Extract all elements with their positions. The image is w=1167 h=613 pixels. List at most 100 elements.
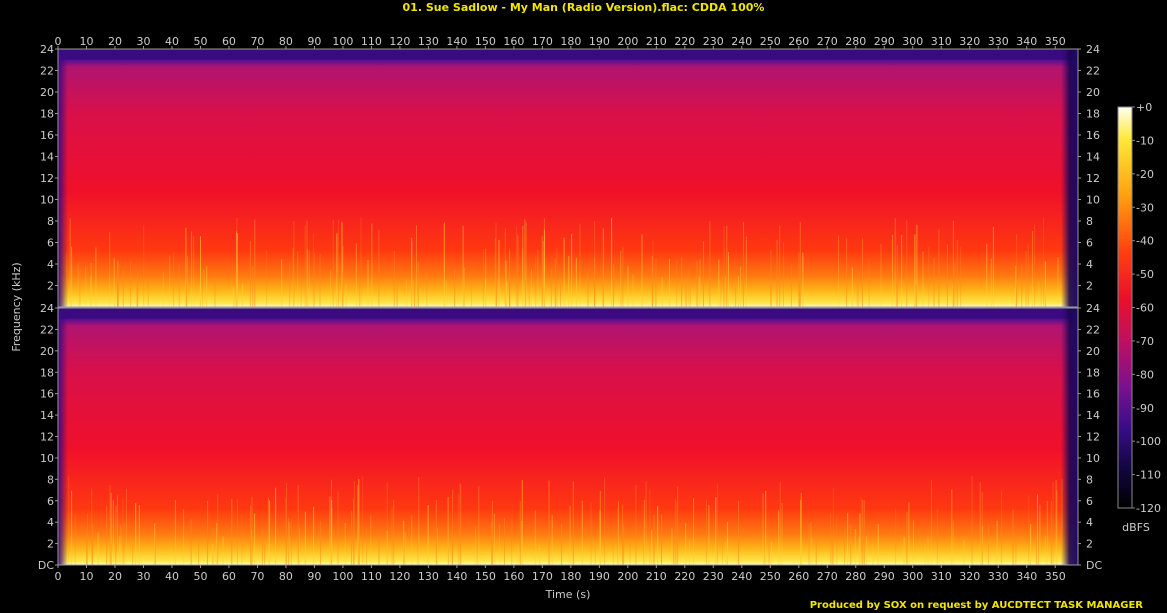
- colorbar-tick-label: -110: [1136, 469, 1161, 482]
- texture-streak: [183, 509, 185, 565]
- x-tick-label-top: 160: [503, 35, 524, 48]
- x-tick-label-top: 10: [79, 35, 93, 48]
- texture-streak: [191, 231, 193, 307]
- texture-streak: [329, 496, 331, 565]
- texture-streak: [651, 529, 653, 565]
- texture-streak: [611, 217, 613, 307]
- texture-streak: [447, 497, 449, 565]
- texture-streak: [521, 480, 523, 565]
- texture-streak: [960, 247, 962, 307]
- y-tick-label-right: 10: [1086, 452, 1100, 465]
- texture-streak: [830, 513, 831, 565]
- texture-streak: [115, 505, 117, 565]
- texture-streak: [916, 224, 918, 307]
- texture-streak: [251, 496, 253, 565]
- texture-streak: [632, 274, 634, 307]
- texture-streak: [1034, 224, 1036, 307]
- texture-streak: [572, 481, 574, 565]
- texture-streak: [1001, 491, 1003, 565]
- y-tick-label-right: 16: [1086, 388, 1100, 401]
- texture-streak: [698, 276, 700, 307]
- texture-streak: [781, 502, 783, 565]
- texture-streak: [478, 486, 480, 565]
- x-tick-label: 250: [760, 570, 781, 583]
- texture-streak: [569, 505, 571, 565]
- texture-streak: [952, 283, 954, 307]
- texture-streak: [1037, 532, 1039, 565]
- texture-streak: [740, 266, 741, 307]
- y-tick-label: 20: [40, 86, 54, 99]
- y-tick-label-right: 22: [1086, 323, 1100, 336]
- x-tick-label: 260: [788, 570, 809, 583]
- texture-streak: [671, 527, 673, 565]
- texture-streak: [620, 250, 622, 307]
- texture-streak: [233, 286, 235, 307]
- texture-streak: [406, 279, 407, 307]
- texture-streak: [579, 223, 581, 307]
- texture-streak: [417, 534, 419, 565]
- texture-streak: [504, 228, 506, 307]
- texture-streak: [676, 501, 678, 565]
- texture-streak: [776, 239, 778, 307]
- texture-streak: [426, 269, 428, 307]
- texture-streak: [454, 269, 456, 307]
- texture-streak: [862, 238, 863, 307]
- y-tick-label-right: 16: [1086, 129, 1100, 142]
- spectrum-field: [58, 49, 1078, 307]
- y-tick-label-right: 24: [1086, 43, 1100, 56]
- texture-streak: [511, 519, 513, 565]
- texture-streak: [332, 220, 334, 307]
- x-tick-label-top: 80: [279, 35, 293, 48]
- texture-streak: [214, 275, 216, 307]
- texture-streak: [362, 475, 364, 565]
- x-tick-label-top: 70: [250, 35, 264, 48]
- texture-streak: [568, 255, 570, 307]
- texture-streak: [300, 269, 302, 307]
- x-tick-label: 90: [307, 570, 321, 583]
- texture-streak: [341, 221, 343, 307]
- texture-streak: [357, 485, 359, 565]
- x-tick-label: 70: [250, 570, 264, 583]
- texture-streak: [618, 501, 619, 565]
- texture-streak: [359, 278, 360, 307]
- x-tick-label-top: 250: [760, 35, 781, 48]
- texture-streak: [673, 534, 675, 565]
- texture-streak: [136, 275, 138, 307]
- y-tick-label: 14: [40, 151, 54, 164]
- texture-streak: [1025, 251, 1027, 307]
- texture-streak: [922, 251, 924, 307]
- texture-streak: [193, 236, 195, 307]
- colorbar: +0 -10 -20 -30 -40 -50 -60 -70 -80 -90 -100 -110 -12…: [1117, 101, 1161, 534]
- texture-streak: [435, 499, 437, 565]
- x-tick-label-top: 110: [361, 35, 382, 48]
- texture-streak: [1012, 509, 1014, 565]
- x-tick-label: 320: [959, 570, 980, 583]
- texture-streak: [505, 260, 507, 307]
- texture-streak: [154, 530, 156, 565]
- texture-streak: [515, 226, 517, 307]
- texture-streak: [726, 226, 728, 307]
- x-tick-label: 300: [902, 570, 923, 583]
- y-tick-label-right: 2: [1086, 280, 1093, 293]
- x-tick-label: 0: [55, 570, 62, 583]
- texture-streak: [896, 244, 898, 307]
- texture-streak: [206, 266, 208, 307]
- texture-streak: [674, 498, 676, 565]
- y-tick-label: 6: [47, 495, 54, 508]
- colorbar-tick-label: +0: [1136, 101, 1152, 114]
- y-tick-label: 2: [47, 538, 54, 551]
- texture-streak: [106, 506, 108, 565]
- colorbar-tick-label: -80: [1136, 368, 1154, 381]
- texture-streak: [779, 482, 781, 565]
- texture-streak: [838, 235, 839, 307]
- texture-streak: [847, 512, 849, 565]
- texture-streak: [563, 237, 565, 307]
- texture-streak: [308, 250, 310, 307]
- y-tick-label: 8: [47, 473, 54, 486]
- texture-streak: [517, 544, 519, 565]
- texture-streak: [185, 265, 187, 307]
- texture-streak: [990, 258, 992, 307]
- texture-streak: [414, 285, 416, 307]
- y-tick-label-right: 12: [1086, 172, 1100, 185]
